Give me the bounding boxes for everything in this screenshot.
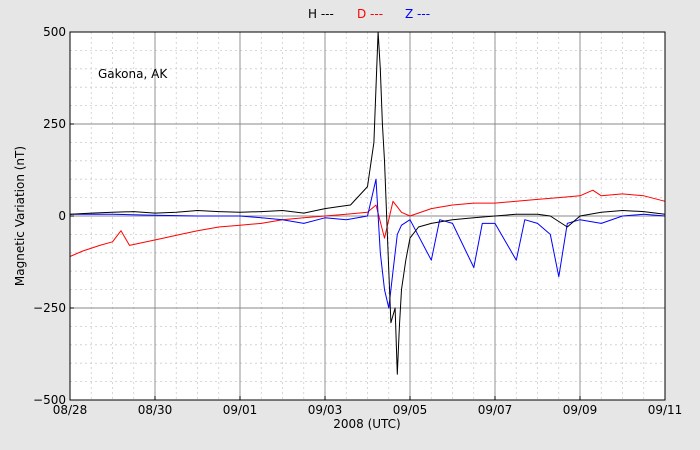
series-line-h — [69, 31, 666, 375]
legend-entry-z: Z --- — [405, 7, 430, 21]
x-axis-title: 2008 (UTC) — [333, 417, 401, 431]
legend-entry-d: D --- — [357, 7, 383, 21]
legend-entry-h: H --- — [308, 7, 334, 21]
x-tick-label: 09/07 — [478, 403, 513, 417]
y-axis-title: Magnetic Variation (nT) — [13, 146, 27, 286]
axis-ticks: 08/28 08/30 09/01 09/03 09/05 09/07 09/09 09/11… — [33, 25, 682, 417]
y-tick-label: −250 — [33, 301, 66, 315]
y-tick-label: 500 — [43, 25, 66, 39]
series-line-z — [70, 178, 666, 309]
series-line-d — [69, 189, 666, 257]
y-tick-label: −500 — [33, 393, 66, 407]
station-annotation: Gakona, AK — [98, 67, 168, 81]
legend: H --- D --- Z --- — [308, 7, 430, 21]
x-tick-label: 08/28 — [53, 403, 88, 417]
x-tick-label: 08/30 — [138, 403, 173, 417]
x-tick-label: 09/03 — [308, 403, 343, 417]
y-tick-label: 250 — [43, 117, 66, 131]
x-tick-label: 09/09 — [563, 403, 598, 417]
x-tick-label: 09/01 — [223, 403, 258, 417]
x-tick-label: 09/05 — [393, 403, 428, 417]
x-tick-label: 09/11 — [648, 403, 683, 417]
series-layer — [69, 31, 666, 375]
y-tick-label: 0 — [58, 209, 66, 223]
